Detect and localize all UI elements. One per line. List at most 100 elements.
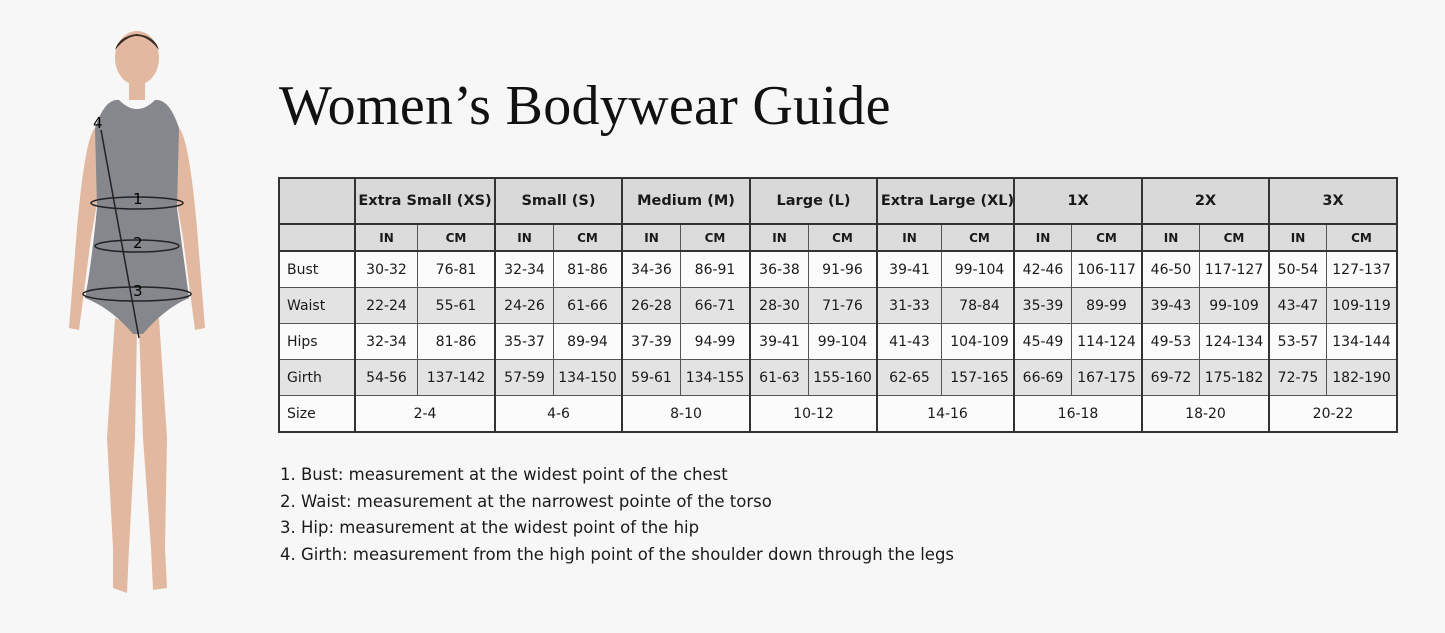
hips-cm: 134-144	[1326, 323, 1398, 360]
page-title: Women’s Bodywear Guide	[279, 75, 891, 137]
bust-cm: 99-104	[941, 250, 1019, 288]
bust-cm: 76-81	[417, 250, 496, 288]
unit-in: IN	[876, 223, 942, 252]
note-bust: 1. Bust: measurement at the widest point…	[280, 465, 728, 484]
girth-cm: 155-160	[808, 359, 878, 396]
bust-in: 42-46	[1013, 250, 1072, 288]
waist-in: 22-24	[354, 287, 418, 324]
hips-in: 39-41	[749, 323, 809, 360]
hips-in: 45-49	[1013, 323, 1072, 360]
girth-in: 72-75	[1268, 359, 1327, 396]
header-row: Extra Small (XS) Small (S) Medium (M) Large…	[278, 177, 1019, 225]
girth-in: 57-59	[494, 359, 554, 396]
hips-cm: 99-104	[808, 323, 878, 360]
header-row: 1X 2X 3X	[1013, 177, 1398, 225]
hips-in: 35-37	[494, 323, 554, 360]
table-row: 35-39 89-99 39-43 99-109 43-47 109-119	[1013, 287, 1398, 324]
row-label: Size	[278, 395, 356, 433]
bust-in: 36-38	[749, 250, 809, 288]
size-header: Medium (M)	[621, 177, 751, 225]
girth-cm: 134-150	[553, 359, 623, 396]
bust-in: 34-36	[621, 250, 681, 288]
girth-cm: 182-190	[1326, 359, 1398, 396]
bust-cm: 86-91	[680, 250, 751, 288]
marker-1: 1	[133, 190, 143, 208]
waist-in: 24-26	[494, 287, 554, 324]
unit-in: IN	[621, 223, 681, 252]
size-table-standard: Extra Small (XS) Small (S) Medium (M) Large…	[278, 177, 1019, 433]
waist-cm: 99-109	[1199, 287, 1270, 324]
waist-cm: 89-99	[1071, 287, 1143, 324]
unit-in: IN	[1268, 223, 1327, 252]
waist-cm: 55-61	[417, 287, 496, 324]
unit-cm: CM	[1071, 223, 1143, 252]
unit-row: IN CM IN CM IN CM IN CM IN CM	[278, 223, 1019, 252]
unit-cm: CM	[941, 223, 1019, 252]
table-row: Waist 22-24 55-61 24-26 61-66 26-28 66-71 28-30…	[278, 287, 1019, 324]
model-figure: 1 2 3 4	[69, 31, 205, 593]
size-value: 10-12	[749, 395, 878, 433]
waist-in: 35-39	[1013, 287, 1072, 324]
marker-3: 3	[133, 282, 143, 300]
size-value: 16-18	[1013, 395, 1143, 433]
waist-in: 31-33	[876, 287, 942, 324]
size-value: 8-10	[621, 395, 751, 433]
hips-cm: 81-86	[417, 323, 496, 360]
size-header: 2X	[1141, 177, 1270, 225]
unit-row: IN CM IN CM IN CM	[1013, 223, 1398, 252]
bust-cm: 106-117	[1071, 250, 1143, 288]
hips-in: 37-39	[621, 323, 681, 360]
waist-in: 39-43	[1141, 287, 1200, 324]
size-header: Large (L)	[749, 177, 878, 225]
row-label: Girth	[278, 359, 356, 396]
marker-4: 4	[93, 114, 103, 132]
unit-in: IN	[494, 223, 554, 252]
model-silhouette	[69, 31, 205, 593]
unit-cm: CM	[680, 223, 751, 252]
unit-cm: CM	[808, 223, 878, 252]
measurement-lines	[82, 129, 192, 339]
waist-cm: 66-71	[680, 287, 751, 324]
waist-cm: 78-84	[941, 287, 1019, 324]
girth-in: 62-65	[876, 359, 942, 396]
table-row: Bust 30-32 76-81 32-34 81-86 34-36 86-91 36-38 9…	[278, 250, 1019, 288]
bust-in: 32-34	[494, 250, 554, 288]
bust-cm: 81-86	[553, 250, 623, 288]
size-value: 20-22	[1268, 395, 1398, 433]
unit-in: IN	[1141, 223, 1200, 252]
girth-in: 59-61	[621, 359, 681, 396]
bust-in: 39-41	[876, 250, 942, 288]
hips-cm: 94-99	[680, 323, 751, 360]
row-label: Bust	[278, 250, 356, 288]
unit-cm: CM	[553, 223, 623, 252]
size-header: Extra Small (XS)	[354, 177, 496, 225]
unit-in: IN	[354, 223, 418, 252]
hips-in: 41-43	[876, 323, 942, 360]
table-row: 42-46 106-117 46-50 117-127 50-54 127-137	[1013, 250, 1398, 288]
waist-in: 26-28	[621, 287, 681, 324]
note-hip: 3. Hip: measurement at the widest point …	[280, 518, 700, 537]
hips-cm: 89-94	[553, 323, 623, 360]
waist-cm: 61-66	[553, 287, 623, 324]
hips-in: 53-57	[1268, 323, 1327, 360]
note-waist: 2. Waist: measurement at the narrowest p…	[280, 491, 772, 511]
size-value: 18-20	[1141, 395, 1270, 433]
table-row-size: 16-18 18-20 20-22	[1013, 395, 1398, 433]
note-girth: 4. Girth: measurement from the high poin…	[280, 544, 955, 564]
table-row: Hips 32-34 81-86 35-37 89-94 37-39 94-99 39-41 9…	[278, 323, 1019, 360]
girth-in: 69-72	[1141, 359, 1200, 396]
size-value: 4-6	[494, 395, 623, 433]
bust-in: 46-50	[1141, 250, 1200, 288]
girth-cm: 137-142	[417, 359, 496, 396]
table-row: 66-69 167-175 69-72 175-182 72-75 182-190	[1013, 359, 1398, 396]
size-value: 14-16	[876, 395, 1019, 433]
bust-cm: 117-127	[1199, 250, 1270, 288]
measurement-notes: 1. Bust: measurement at the widest point…	[280, 462, 954, 568]
unit-cm: CM	[1326, 223, 1398, 252]
girth-in: 54-56	[354, 359, 418, 396]
table-row: Girth 54-56 137-142 57-59 134-150 59-61 134-15…	[278, 359, 1019, 396]
girth-cm: 167-175	[1071, 359, 1143, 396]
waist-in: 28-30	[749, 287, 809, 324]
size-table-plus: 1X 2X 3X IN CM IN CM IN CM 42-46 106-117 46-50 117-1…	[1013, 177, 1398, 433]
row-label: Hips	[278, 323, 356, 360]
